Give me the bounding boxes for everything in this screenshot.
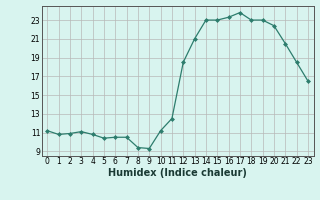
X-axis label: Humidex (Indice chaleur): Humidex (Indice chaleur): [108, 168, 247, 178]
